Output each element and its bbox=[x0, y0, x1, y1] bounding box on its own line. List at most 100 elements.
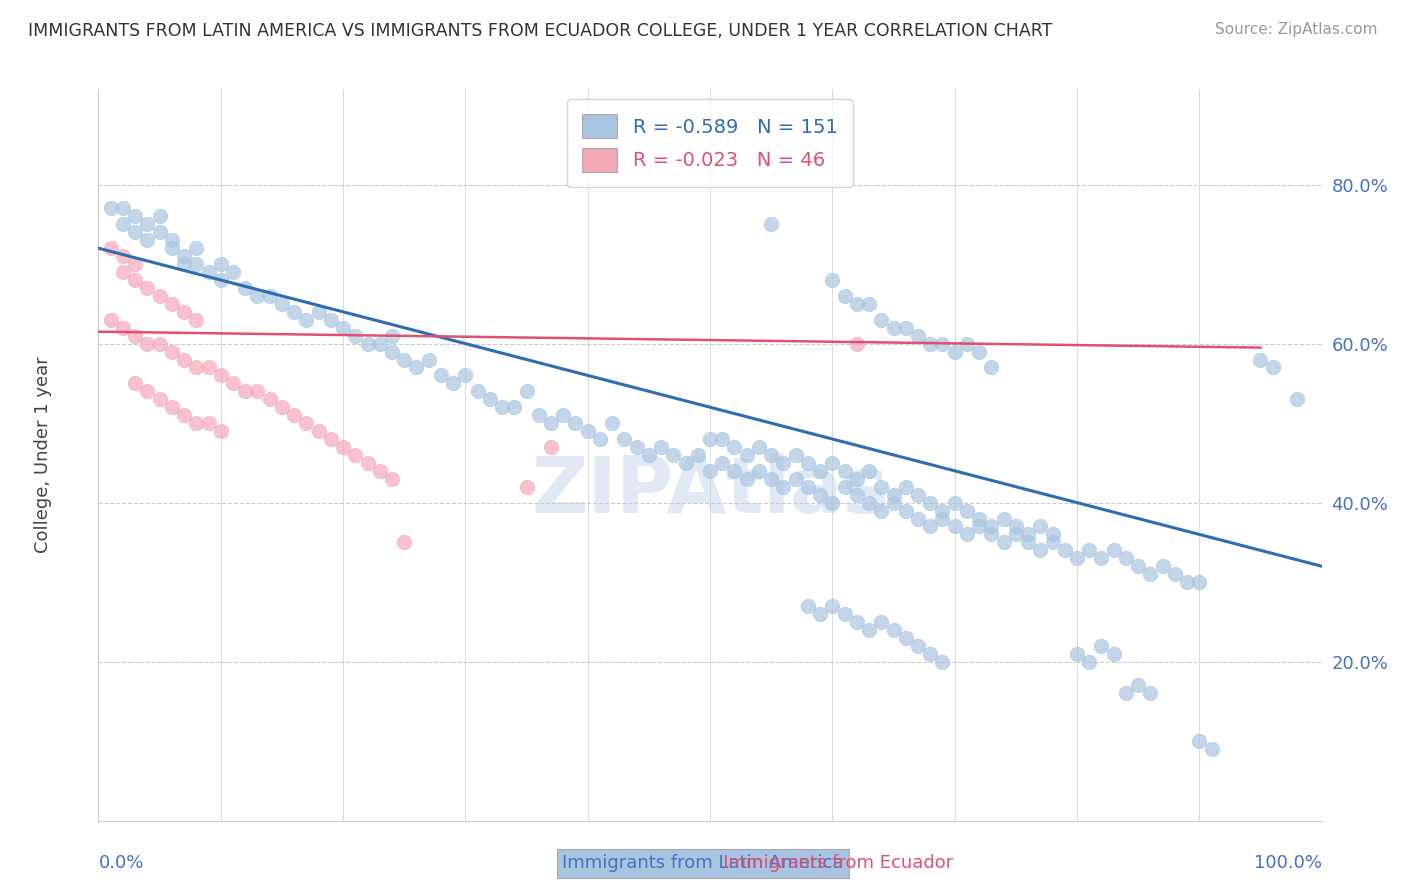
Point bbox=[186, 312, 208, 326]
Point bbox=[1090, 551, 1112, 566]
Point bbox=[515, 384, 537, 399]
Point bbox=[637, 448, 661, 462]
Text: Source: ZipAtlas.com: Source: ZipAtlas.com bbox=[1215, 22, 1378, 37]
Point bbox=[136, 281, 159, 295]
Point bbox=[600, 416, 623, 430]
Point bbox=[956, 503, 979, 517]
Point bbox=[797, 456, 820, 470]
Point bbox=[931, 655, 953, 669]
Point bbox=[761, 472, 783, 486]
Point bbox=[527, 408, 550, 422]
Point bbox=[270, 401, 294, 415]
Point bbox=[589, 432, 612, 446]
Point bbox=[834, 607, 856, 621]
Point bbox=[392, 352, 416, 367]
Text: Immigrants from Ecuador: Immigrants from Ecuador bbox=[453, 855, 953, 872]
Point bbox=[1066, 551, 1088, 566]
Point bbox=[748, 464, 770, 478]
Point bbox=[931, 511, 953, 525]
Point bbox=[980, 527, 1002, 541]
Text: College, Under 1 year: College, Under 1 year bbox=[34, 357, 52, 553]
Point bbox=[993, 511, 1015, 525]
Point bbox=[100, 241, 122, 255]
Point bbox=[295, 416, 318, 430]
Point bbox=[270, 297, 294, 311]
Point bbox=[186, 360, 208, 375]
Point bbox=[356, 456, 378, 470]
Point bbox=[332, 320, 354, 334]
Point bbox=[430, 368, 453, 383]
Point bbox=[491, 401, 513, 415]
Point bbox=[576, 424, 599, 438]
Point bbox=[870, 480, 893, 494]
Point bbox=[149, 336, 172, 351]
Point bbox=[931, 336, 953, 351]
Point bbox=[785, 448, 807, 462]
Point bbox=[967, 511, 990, 525]
Point bbox=[209, 424, 232, 438]
Point bbox=[821, 495, 844, 509]
Point bbox=[515, 480, 537, 494]
Point bbox=[1188, 575, 1211, 590]
Point bbox=[186, 241, 208, 255]
Point bbox=[894, 503, 917, 517]
Point bbox=[1029, 543, 1052, 558]
Point bbox=[920, 647, 942, 661]
Point bbox=[149, 225, 172, 239]
Point bbox=[1249, 352, 1271, 367]
Point bbox=[332, 440, 354, 454]
Point bbox=[834, 464, 856, 478]
Point bbox=[1139, 686, 1161, 700]
Point bbox=[797, 480, 820, 494]
Point bbox=[564, 416, 586, 430]
Point bbox=[136, 233, 159, 247]
Point bbox=[392, 535, 416, 549]
Point bbox=[883, 495, 905, 509]
Point bbox=[197, 416, 219, 430]
Point bbox=[1128, 559, 1150, 574]
Point bbox=[883, 320, 905, 334]
Point bbox=[100, 202, 122, 216]
Point bbox=[173, 408, 195, 422]
Point bbox=[723, 464, 745, 478]
Point bbox=[111, 249, 134, 263]
Point bbox=[761, 218, 783, 232]
Point bbox=[381, 328, 404, 343]
Point bbox=[319, 312, 342, 326]
Point bbox=[870, 503, 893, 517]
Point bbox=[845, 336, 868, 351]
Point bbox=[980, 519, 1002, 533]
Point bbox=[1152, 559, 1174, 574]
Point bbox=[1139, 567, 1161, 582]
Point bbox=[920, 336, 942, 351]
Point bbox=[956, 336, 979, 351]
Text: IMMIGRANTS FROM LATIN AMERICA VS IMMIGRANTS FROM ECUADOR COLLEGE, UNDER 1 YEAR C: IMMIGRANTS FROM LATIN AMERICA VS IMMIGRA… bbox=[28, 22, 1053, 40]
Point bbox=[136, 336, 159, 351]
Point bbox=[136, 218, 159, 232]
Point bbox=[1004, 519, 1026, 533]
Point bbox=[699, 432, 721, 446]
Point bbox=[821, 456, 844, 470]
Point bbox=[1115, 551, 1137, 566]
Point bbox=[723, 440, 745, 454]
Point bbox=[124, 257, 146, 271]
Point bbox=[1078, 655, 1101, 669]
Point bbox=[931, 503, 953, 517]
Point bbox=[1017, 527, 1039, 541]
Point bbox=[1029, 519, 1052, 533]
Point bbox=[173, 249, 195, 263]
Point bbox=[613, 432, 636, 446]
Point bbox=[478, 392, 501, 407]
Point bbox=[1090, 639, 1112, 653]
Point bbox=[111, 218, 134, 232]
Point bbox=[894, 320, 917, 334]
Text: ZIPAtlas: ZIPAtlas bbox=[531, 453, 889, 530]
Point bbox=[111, 320, 134, 334]
Point bbox=[283, 305, 305, 319]
Point bbox=[907, 488, 929, 502]
Point bbox=[467, 384, 489, 399]
Point bbox=[1164, 567, 1187, 582]
Legend: R = -0.589   N = 151, R = -0.023   N = 46: R = -0.589 N = 151, R = -0.023 N = 46 bbox=[567, 99, 853, 187]
Point bbox=[381, 472, 404, 486]
Point bbox=[821, 273, 844, 287]
